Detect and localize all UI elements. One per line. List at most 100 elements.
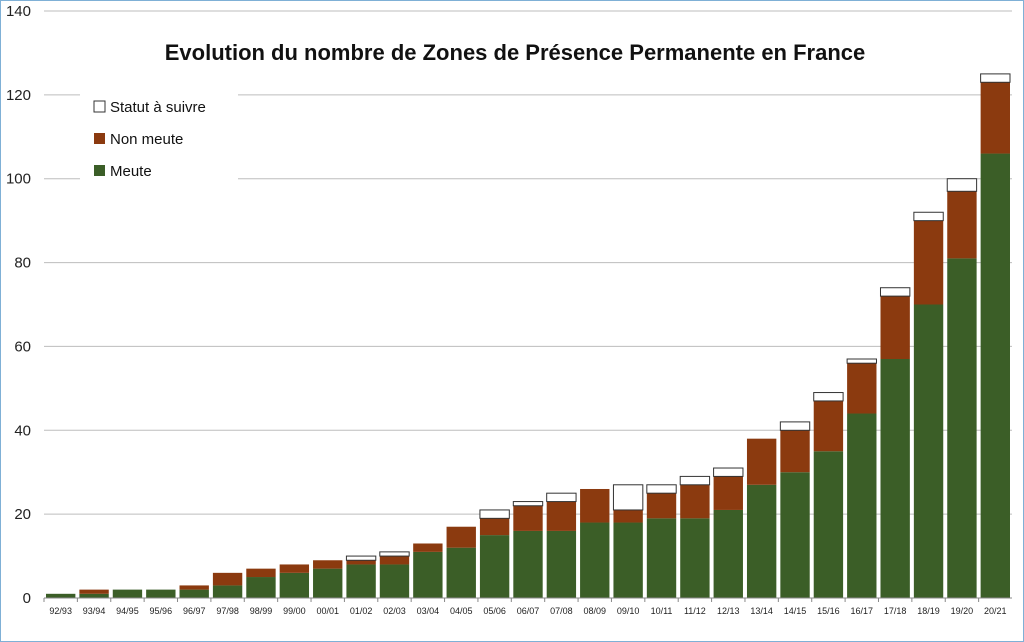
x-tick-label: 92/93: [49, 606, 72, 616]
bar-segment-non-meute: [680, 484, 710, 519]
x-tick-label: 94/95: [116, 606, 139, 616]
bar-segment-non-meute: [179, 585, 209, 590]
legend-swatch-statut: [93, 100, 106, 113]
bar-segment-meute: [46, 593, 76, 598]
bar-segment-non-meute: [246, 568, 276, 578]
bar-segment-meute: [146, 589, 176, 598]
bar-segment-non-meute: [746, 438, 777, 485]
x-tick-label: 10/11: [651, 606, 673, 616]
bar-segment-meute: [780, 472, 810, 598]
bar-segment-non-meute: [980, 82, 1010, 154]
chart-title: Evolution du nombre de Zones de Présence…: [165, 40, 866, 65]
bar-segment-meute: [179, 589, 209, 598]
bar-segment-meute: [479, 535, 510, 598]
bar-segment-non-meute: [646, 493, 677, 519]
legend-background: [80, 85, 238, 185]
x-tick-label: 99/00: [283, 606, 306, 616]
legend-label-statut: Statut à suivre: [110, 99, 206, 116]
x-tick-label: 18/19: [917, 606, 940, 616]
bar-segment-non-meute: [913, 220, 944, 305]
bar-segment-statut-a-suivre: [512, 501, 544, 507]
bar-segment-meute: [79, 593, 109, 598]
bar-segment-statut-a-suivre: [779, 421, 811, 431]
bar-segment-non-meute: [713, 476, 743, 510]
bar-segment-non-meute: [513, 505, 543, 531]
y-tick-label: 60: [14, 338, 31, 355]
bar-segment-non-meute: [479, 518, 510, 536]
bar-segment-non-meute: [880, 296, 910, 360]
bar-segment-statut-a-suivre: [379, 551, 410, 557]
bar-segment-statut-a-suivre: [546, 492, 577, 503]
bar-segment-meute: [212, 585, 243, 598]
bar-segment-meute: [713, 509, 743, 598]
bar-segment-non-meute: [212, 572, 243, 586]
bar-segment-meute: [913, 304, 944, 598]
y-tick-label: 100: [6, 171, 31, 188]
bar-segment-meute: [680, 518, 710, 598]
y-tick-label: 20: [14, 506, 31, 523]
x-tick-label: 95/96: [150, 606, 173, 616]
bar-segment-meute: [746, 484, 777, 598]
bar-segment-non-meute: [780, 430, 810, 473]
bar-segment-meute: [580, 522, 610, 598]
bar-segment-statut-a-suivre: [813, 392, 844, 402]
legend: Statut à suivre Non meute Meute: [93, 99, 206, 180]
bar-segment-non-meute: [613, 509, 643, 523]
bar-segment-non-meute: [580, 488, 610, 523]
y-axis-ticks: 0 20 40 60 80 100 120 140: [6, 3, 31, 607]
bar-segment-non-meute: [847, 363, 877, 414]
bar-segment-statut-a-suivre: [913, 211, 944, 222]
x-tick-label: 02/03: [383, 606, 406, 616]
y-tick-label: 80: [14, 255, 31, 272]
bar-segment-non-meute: [346, 560, 376, 565]
bar-segment-meute: [613, 522, 643, 598]
x-tick-label: 19/20: [951, 606, 974, 616]
bar-segment-meute: [346, 564, 376, 598]
x-tick-label: 13/14: [750, 606, 773, 616]
x-tick-label: 14/15: [784, 606, 807, 616]
bar-segment-meute: [546, 530, 577, 598]
bar-segment-non-meute: [813, 400, 844, 452]
bar-segment-statut-a-suivre: [679, 475, 711, 486]
bar-segment-statut-a-suivre: [345, 555, 377, 561]
bar-segment-non-meute: [446, 526, 476, 548]
bar-segment-meute: [313, 568, 343, 598]
bar-segment-non-meute: [379, 556, 410, 565]
bar-segment-non-meute: [313, 560, 343, 569]
bars: [46, 73, 1011, 599]
x-tick-label: 04/05: [450, 606, 473, 616]
y-tick-label: 140: [6, 3, 31, 20]
bar-segment-non-meute: [413, 543, 443, 552]
bar-segment-meute: [246, 577, 276, 598]
x-tick-label: 03/04: [417, 606, 440, 616]
x-tick-label: 97/98: [216, 606, 239, 616]
bar-segment-meute: [279, 572, 310, 598]
bar-segment-meute: [847, 413, 877, 598]
x-tick-label: 01/02: [350, 606, 373, 616]
bar-segment-meute: [980, 153, 1010, 599]
x-tick-label: 20/21: [984, 606, 1007, 616]
bar-segment-meute: [379, 564, 410, 598]
y-tick-label: 0: [23, 590, 31, 607]
x-tick-label: 06/07: [517, 606, 540, 616]
bar-segment-meute: [947, 258, 977, 598]
legend-label-non-meute: Non meute: [110, 131, 183, 148]
legend-swatch-meute: [94, 165, 105, 176]
x-tick-label: 05/06: [483, 606, 506, 616]
bar-segment-meute: [513, 530, 543, 598]
x-tick-label: 11/12: [684, 606, 706, 616]
bar-segment-meute: [413, 551, 443, 598]
bar-segment-statut-a-suivre: [479, 509, 510, 519]
bar-segment-non-meute: [279, 564, 310, 573]
bar-segment-meute: [880, 359, 910, 598]
x-tick-label: 00/01: [316, 606, 339, 616]
x-axis-ticks: 92/93 93/94 94/95 95/96 96/97 97/98 98/99 99/00…: [43, 598, 1007, 616]
x-tick-label: 96/97: [183, 606, 206, 616]
x-tick-label: 09/10: [617, 606, 640, 616]
x-tick-label: 98/99: [250, 606, 273, 616]
bar-segment-meute: [112, 589, 143, 598]
x-tick-label: 07/08: [550, 606, 573, 616]
y-tick-label: 120: [6, 87, 31, 104]
bar-segment-statut-a-suivre: [846, 358, 877, 364]
